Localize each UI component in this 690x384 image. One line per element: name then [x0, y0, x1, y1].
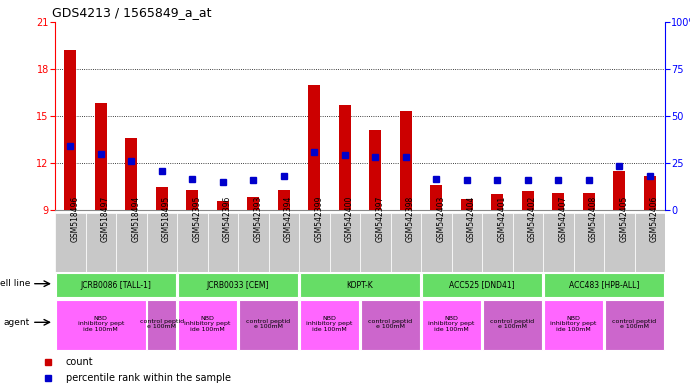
Text: ACC483 [HPB-ALL]: ACC483 [HPB-ALL] [569, 280, 639, 290]
Bar [361, 300, 420, 350]
Bar [300, 300, 359, 350]
Text: agent: agent [4, 318, 30, 327]
Bar [421, 213, 451, 272]
Text: NBD
inhibitory pept
ide 100mM: NBD inhibitory pept ide 100mM [77, 316, 124, 332]
Text: NBD
inhibitory pept
ide 100mM: NBD inhibitory pept ide 100mM [184, 316, 230, 332]
Text: GSM542398: GSM542398 [406, 196, 415, 242]
Bar [422, 273, 542, 297]
Text: GSM542397: GSM542397 [375, 196, 384, 242]
Text: GSM542401: GSM542401 [497, 196, 506, 242]
Bar [552, 193, 564, 210]
Text: count: count [66, 357, 93, 367]
Bar [299, 213, 330, 272]
Text: GSM542399: GSM542399 [314, 196, 323, 242]
Bar [56, 273, 176, 297]
Bar [148, 300, 176, 350]
Text: GDS4213 / 1565849_a_at: GDS4213 / 1565849_a_at [52, 7, 211, 20]
Bar [491, 194, 503, 210]
Bar [208, 213, 238, 272]
Bar [360, 213, 391, 272]
Bar [522, 191, 534, 210]
Text: GSM518497: GSM518497 [101, 196, 110, 242]
Text: GSM542394: GSM542394 [284, 196, 293, 242]
Bar [56, 300, 146, 350]
Bar [544, 273, 664, 297]
Bar [339, 105, 351, 210]
Bar [177, 213, 208, 272]
Text: GSM518496: GSM518496 [70, 196, 79, 242]
Bar [330, 213, 360, 272]
Bar [95, 103, 107, 210]
Bar [247, 197, 259, 210]
Text: GSM542406: GSM542406 [650, 196, 659, 242]
Bar [604, 213, 635, 272]
Bar [64, 50, 77, 210]
Bar [400, 111, 412, 210]
Bar [461, 199, 473, 210]
Bar [544, 300, 603, 350]
Text: NBD
inhibitory pept
ide 100mM: NBD inhibitory pept ide 100mM [306, 316, 353, 332]
Bar [483, 300, 542, 350]
Bar [146, 213, 177, 272]
Text: GSM542403: GSM542403 [436, 196, 445, 242]
Text: GSM518495: GSM518495 [161, 196, 170, 242]
Text: GSM518494: GSM518494 [131, 196, 140, 242]
Text: control peptid
e 100mM: control peptid e 100mM [491, 318, 535, 329]
Text: GSM542404: GSM542404 [466, 196, 475, 242]
Bar [178, 300, 237, 350]
Text: GSM542405: GSM542405 [619, 196, 629, 242]
Text: JCRB0033 [CEM]: JCRB0033 [CEM] [207, 280, 269, 290]
Bar [116, 213, 146, 272]
Bar [513, 213, 543, 272]
Bar [482, 213, 513, 272]
Text: GSM542400: GSM542400 [345, 196, 354, 242]
Bar [186, 190, 198, 210]
Text: GSM542393: GSM542393 [253, 196, 262, 242]
Bar [86, 213, 116, 272]
Bar [369, 130, 382, 210]
Bar [277, 190, 290, 210]
Bar [178, 273, 298, 297]
Bar [300, 273, 420, 297]
Text: control peptid
e 100mM: control peptid e 100mM [246, 318, 290, 329]
Bar [156, 187, 168, 210]
Text: control peptid
e 100mM: control peptid e 100mM [139, 318, 184, 329]
Text: NBD
inhibitory pept
ide 100mM: NBD inhibitory pept ide 100mM [428, 316, 475, 332]
Bar [391, 213, 421, 272]
Bar [635, 213, 665, 272]
Text: GSM542408: GSM542408 [589, 196, 598, 242]
Bar [268, 213, 299, 272]
Text: ACC525 [DND41]: ACC525 [DND41] [449, 280, 515, 290]
Bar [582, 193, 595, 210]
Bar [422, 300, 481, 350]
Text: control peptid
e 100mM: control peptid e 100mM [613, 318, 657, 329]
Bar [217, 200, 229, 210]
Text: JCRB0086 [TALL-1]: JCRB0086 [TALL-1] [81, 280, 151, 290]
Text: control peptid
e 100mM: control peptid e 100mM [368, 318, 413, 329]
Text: KOPT-K: KOPT-K [346, 280, 373, 290]
Bar [573, 213, 604, 272]
Text: GSM542395: GSM542395 [193, 196, 201, 242]
Text: GSM542407: GSM542407 [558, 196, 567, 242]
Bar [430, 185, 442, 210]
Text: GSM542402: GSM542402 [528, 196, 537, 242]
Bar [543, 213, 573, 272]
Text: NBD
inhibitory pept
ide 100mM: NBD inhibitory pept ide 100mM [551, 316, 597, 332]
Text: percentile rank within the sample: percentile rank within the sample [66, 372, 230, 382]
Text: cell line: cell line [0, 279, 30, 288]
Bar [55, 213, 86, 272]
Bar [644, 175, 656, 210]
Bar [125, 138, 137, 210]
Bar [239, 300, 298, 350]
Bar [451, 213, 482, 272]
Text: GSM542396: GSM542396 [223, 196, 232, 242]
Bar [308, 84, 320, 210]
Bar [613, 171, 625, 210]
Bar [238, 213, 268, 272]
Bar [605, 300, 664, 350]
